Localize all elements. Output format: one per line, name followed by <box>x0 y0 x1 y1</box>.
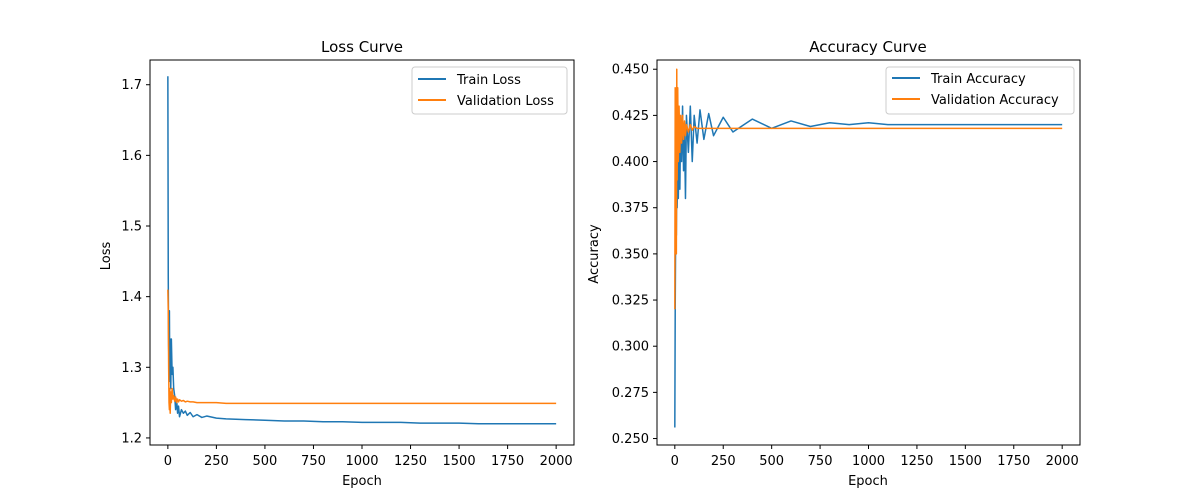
loss-x-axis-label: Epoch <box>342 474 382 489</box>
accuracy-y-axis-label: Accuracy <box>587 224 602 284</box>
accuracy-legend-box <box>885 66 1075 115</box>
loss-legend-box <box>411 66 568 115</box>
loss-y-tick-label-0: 1.2 <box>121 431 142 446</box>
accuracy-y-tick-label-1: 0.275 <box>612 386 649 401</box>
accuracy-y-tick-label-2: 0.300 <box>612 340 649 355</box>
accuracy-x-tick-label-6: 1500 <box>949 454 982 469</box>
loss-x-tick-label-1: 250 <box>204 454 229 469</box>
accuracy-y-tick-label-8: 0.450 <box>612 63 649 78</box>
loss-x-tick-label-8: 2000 <box>540 454 573 469</box>
loss-y-tick-label-2: 1.4 <box>121 290 142 305</box>
loss-x-tick-label-3: 750 <box>301 454 326 469</box>
loss-y-tick-label-3: 1.5 <box>121 220 142 235</box>
loss-y-tick-label-1: 1.3 <box>121 361 142 376</box>
loss-chart: Loss Curve Epoch Loss Train Loss Validat… <box>99 38 575 489</box>
accuracy-x-axis-label: Epoch <box>848 474 888 489</box>
accuracy-x-tick-label-1: 250 <box>711 454 736 469</box>
loss-y-axis-label: Loss <box>99 242 114 271</box>
loss-series-line-0 <box>167 76 557 425</box>
loss-plot-area <box>167 76 557 425</box>
accuracy-x-tick-label-7: 1750 <box>997 454 1030 469</box>
accuracy-legend-label-validation: Validation Accuracy <box>931 93 1059 108</box>
accuracy-legend-label-train: Train Accuracy <box>930 72 1026 87</box>
loss-x-tick-label-4: 1000 <box>345 454 378 469</box>
accuracy-x-tick-label-2: 500 <box>759 454 784 469</box>
accuracy-chart: Accuracy Curve Epoch Accuracy Train Accu… <box>587 38 1081 489</box>
accuracy-x-tick-label-8: 2000 <box>1046 454 1079 469</box>
accuracy-series-line-1 <box>674 68 1063 310</box>
loss-x-tick-label-5: 1250 <box>394 454 427 469</box>
loss-x-tick-label-2: 500 <box>253 454 278 469</box>
loss-legend-label-train: Train Loss <box>456 73 521 88</box>
loss-y-tick-label-5: 1.7 <box>121 78 142 93</box>
accuracy-y-tick-label-0: 0.250 <box>612 432 649 447</box>
accuracy-x-tick-label-0: 0 <box>671 454 679 469</box>
accuracy-chart-title: Accuracy Curve <box>809 38 927 56</box>
loss-series-line-1 <box>167 289 557 414</box>
accuracy-series-line-0 <box>674 105 1063 428</box>
loss-x-tick-label-6: 1500 <box>443 454 476 469</box>
loss-y-tick-label-4: 1.6 <box>121 149 142 164</box>
accuracy-x-tick-label-3: 750 <box>808 454 833 469</box>
accuracy-y-tick-label-5: 0.375 <box>612 201 649 216</box>
accuracy-plot-area <box>674 68 1063 428</box>
accuracy-y-tick-label-4: 0.350 <box>612 247 649 262</box>
accuracy-x-tick-label-5: 1250 <box>900 454 933 469</box>
loss-legend-label-validation: Validation Loss <box>457 94 554 109</box>
accuracy-y-tick-label-6: 0.400 <box>612 155 649 170</box>
loss-legend: Train Loss Validation Loss <box>411 66 568 115</box>
accuracy-y-tick-label-3: 0.325 <box>612 294 649 309</box>
accuracy-y-tick-label-7: 0.425 <box>612 109 649 124</box>
loss-x-tick-label-0: 0 <box>164 454 172 469</box>
loss-chart-title: Loss Curve <box>321 38 403 56</box>
loss-x-tick-label-7: 1750 <box>491 454 524 469</box>
accuracy-x-tick-label-4: 1000 <box>852 454 885 469</box>
accuracy-legend: Train Accuracy Validation Accuracy <box>885 66 1075 115</box>
